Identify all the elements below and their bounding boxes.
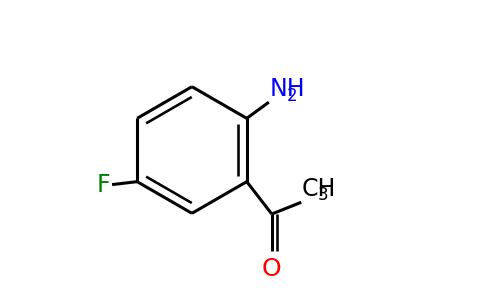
Text: 3: 3 <box>318 186 329 204</box>
Text: CH: CH <box>302 177 336 201</box>
Text: F: F <box>97 172 111 197</box>
Text: 2: 2 <box>287 86 297 104</box>
Text: O: O <box>262 257 282 281</box>
Text: NH: NH <box>270 77 305 101</box>
